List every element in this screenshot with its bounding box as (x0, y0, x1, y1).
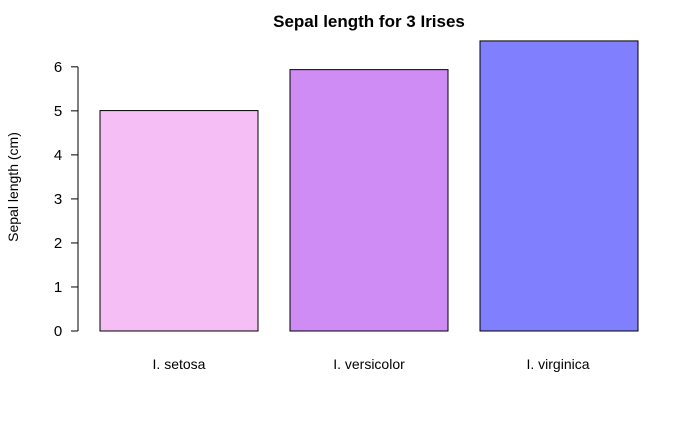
x-category-label: I. versicolor (333, 356, 405, 372)
x-category-label: I. virginica (526, 356, 589, 372)
y-tick-label: 1 (54, 279, 62, 296)
chart-title: Sepal length for 3 Irises (273, 12, 465, 31)
y-axis-label: Sepal length (cm) (5, 132, 21, 242)
y-tick-label: 0 (54, 323, 62, 340)
y-tick-label: 6 (54, 59, 62, 76)
y-axis: 0 1 2 3 4 5 6 (54, 59, 79, 340)
category-labels: I. setosa I. versicolor I. virginica (153, 356, 590, 372)
bars-group (99, 40, 639, 332)
bar-i-versicolor (289, 69, 449, 332)
y-tick-label: 3 (54, 191, 62, 208)
x-category-label: I. setosa (153, 356, 206, 372)
y-tick-label: 2 (54, 235, 62, 252)
y-tick-label: 4 (54, 147, 62, 164)
bar-i-virginica (479, 40, 639, 332)
bar-i-setosa (99, 110, 259, 332)
y-tick-label: 5 (54, 103, 62, 120)
